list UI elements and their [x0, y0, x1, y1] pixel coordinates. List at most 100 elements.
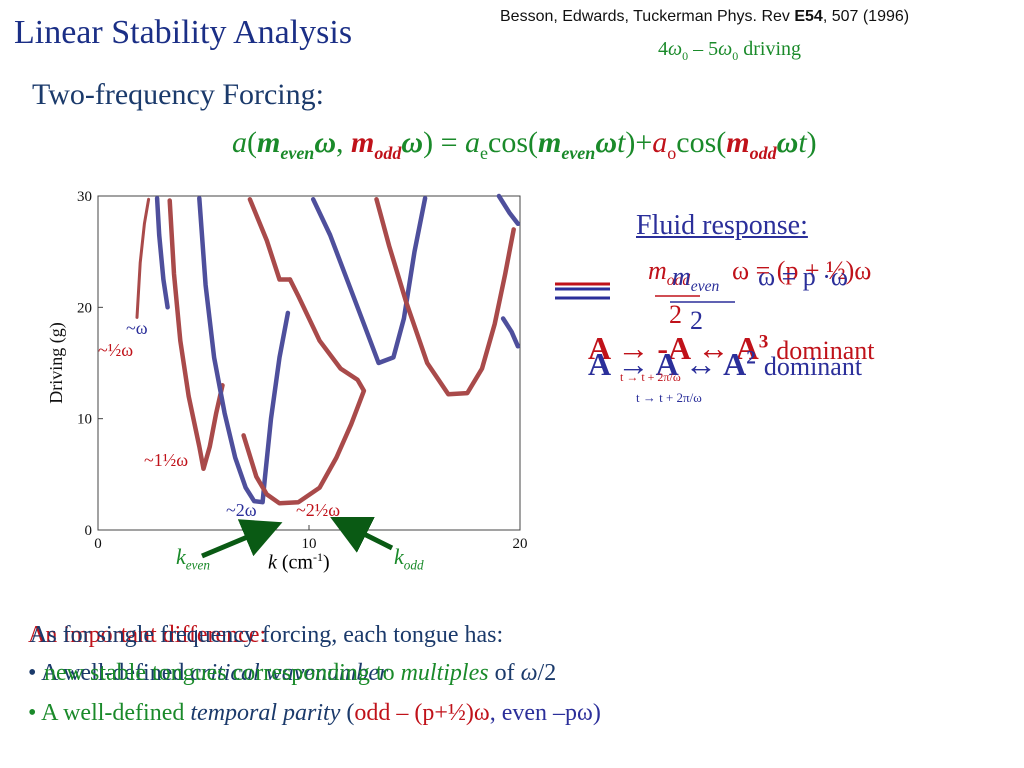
fluid-response-heading: Fluid response: — [636, 210, 808, 241]
x-tick-label: 0 — [94, 536, 102, 552]
formula-a3: a — [652, 126, 668, 159]
x-tick-label: 10 — [302, 536, 317, 552]
tongue-curves — [135, 193, 521, 506]
red-dominant: dominant — [776, 336, 875, 365]
k-even-label: keven — [176, 544, 210, 573]
formula-o-sub: o — [667, 143, 677, 163]
bullet1-overlay: new stable tongues corresponding to — [44, 660, 401, 686]
blue-leftright: ↔ — [684, 346, 717, 382]
even-response-top: meven — [672, 262, 719, 296]
k-even-arrow — [201, 519, 283, 559]
formula-m2: m — [351, 126, 375, 159]
annotation-half-w: ~½ω — [98, 340, 134, 360]
formula-t-2: t — [798, 126, 807, 159]
blue-dominant: dominant — [763, 352, 863, 381]
tongue-curve — [500, 316, 521, 349]
formula-e-sub: e — [480, 143, 488, 163]
formula-paren-open: ( — [247, 126, 257, 159]
annotation-two-half-w: ~2½ω — [296, 500, 341, 520]
formula-omega-1: ω — [314, 126, 337, 159]
driving-sub-1: 0 — [682, 49, 689, 63]
even-fraction-bottom: 2 — [690, 306, 703, 335]
bullet1-of: of — [488, 660, 521, 686]
odd-response-top: modd — [648, 256, 690, 290]
even-response-rhs: ω = p ·ω — [758, 262, 849, 291]
driving-omega-2: ω — [718, 38, 733, 60]
formula-omega-2: ω — [401, 126, 424, 159]
forcing-formula: a(mevenω, moddω) = aecos(mevenωt)+aocos(… — [232, 126, 817, 164]
citation-volume: E54 — [794, 8, 823, 25]
k-odd-k: k — [394, 544, 404, 569]
tongue-curve — [154, 195, 170, 310]
k-odd-label: kodd — [394, 544, 424, 573]
y-tick-label: 20 — [77, 300, 92, 316]
bullet-line-2: • A well-defined temporal parity (odd – … — [28, 700, 601, 727]
even-m: m — [672, 262, 691, 291]
x-tick-label: 20 — [513, 536, 528, 552]
driving-sub-2: 0 — [732, 49, 739, 63]
odd-sub: odd — [666, 272, 691, 290]
blue-sup: 2 — [746, 347, 756, 369]
k-odd-arrow — [330, 517, 394, 553]
k-even-sub: even — [185, 557, 210, 573]
red-sup: 3 — [758, 331, 769, 353]
formula-odd-sub-2: odd — [749, 143, 777, 163]
formula-a: a — [232, 126, 247, 159]
formula-cos-1: cos( — [488, 126, 538, 159]
blue-arrow: → — [617, 346, 650, 382]
y-tick-label: 10 — [77, 412, 92, 428]
overlay-single-frequency: As for single frequency forcing, each to… — [30, 622, 504, 648]
formula-cos-2: cos( — [676, 126, 727, 159]
tongue-curve — [197, 195, 291, 505]
bullet2-close: ) — [592, 700, 601, 726]
blue-symmetry-line: A → A ↔ A2 dominant — [588, 346, 862, 383]
formula-even-sub: even — [280, 143, 315, 163]
bullet-line-1: • A well-defined critical wavenumber — [28, 660, 388, 687]
formula-m4: m — [726, 126, 750, 159]
formula-plus: )+ — [625, 126, 653, 159]
even-sub: even — [690, 278, 720, 296]
bullet1-a: • A well-defined — [28, 660, 191, 686]
formula-comma: , — [336, 126, 352, 159]
red-time-shift: t → t + 2π/ω — [620, 370, 681, 384]
red-a1: A — [588, 330, 610, 366]
overlay-difference: An important difference: — [28, 622, 267, 648]
tongue-curve — [167, 198, 225, 472]
x-axis-label: k (cm-1) — [268, 550, 330, 574]
annotation-w: ~ω — [126, 318, 148, 338]
subtitle: Two-frequency Forcing: — [32, 78, 324, 111]
bullet2-odd: odd – (p+½)ω — [354, 700, 490, 726]
annotation-one-half-w: ~1½ω — [144, 450, 189, 470]
stability-chart: 0 10 20 0 10 20 30 Driving (g) — [46, 189, 528, 552]
axis-ticks: 0 10 20 0 10 20 30 — [77, 189, 528, 552]
blue-time-shift: t → t + 2π/ω — [636, 390, 702, 405]
citation-suffix: , 507 (1996) — [822, 8, 910, 25]
formula-omega-3: ω — [595, 126, 618, 159]
odd-fraction-bottom: 2 — [669, 300, 682, 329]
formula-omega-4: ω — [776, 126, 799, 159]
bullet2-c: ( — [340, 700, 355, 726]
formula-equals: ) = — [423, 126, 465, 159]
driving-note: 4ω0 – 5ω0 driving — [658, 38, 801, 64]
formula-m3: m — [537, 126, 562, 159]
y-axis-label: Driving (g) — [46, 322, 67, 403]
odd-m: m — [648, 256, 667, 285]
bullet1-omega: ω — [520, 660, 538, 686]
tongue-curve — [310, 195, 428, 366]
red-a2: -A — [657, 330, 690, 366]
red-arrow: → — [617, 330, 650, 366]
driving-coef-a: 4 — [658, 38, 668, 60]
red-a3: A — [735, 330, 759, 366]
red-symmetry-line: A → -A ↔ A3 dominant — [588, 330, 875, 367]
bullet1-half: /2 — [537, 660, 557, 686]
red-leftright: ↔ — [697, 330, 730, 366]
driving-mid: – 5 — [688, 38, 719, 60]
tongue-curve — [135, 197, 151, 319]
formula-m1: m — [257, 126, 281, 159]
formula-a2: a — [465, 126, 480, 159]
tongue-curve — [374, 197, 516, 397]
y-tick-label: 30 — [77, 189, 92, 205]
formula-odd-sub: odd — [374, 143, 402, 163]
